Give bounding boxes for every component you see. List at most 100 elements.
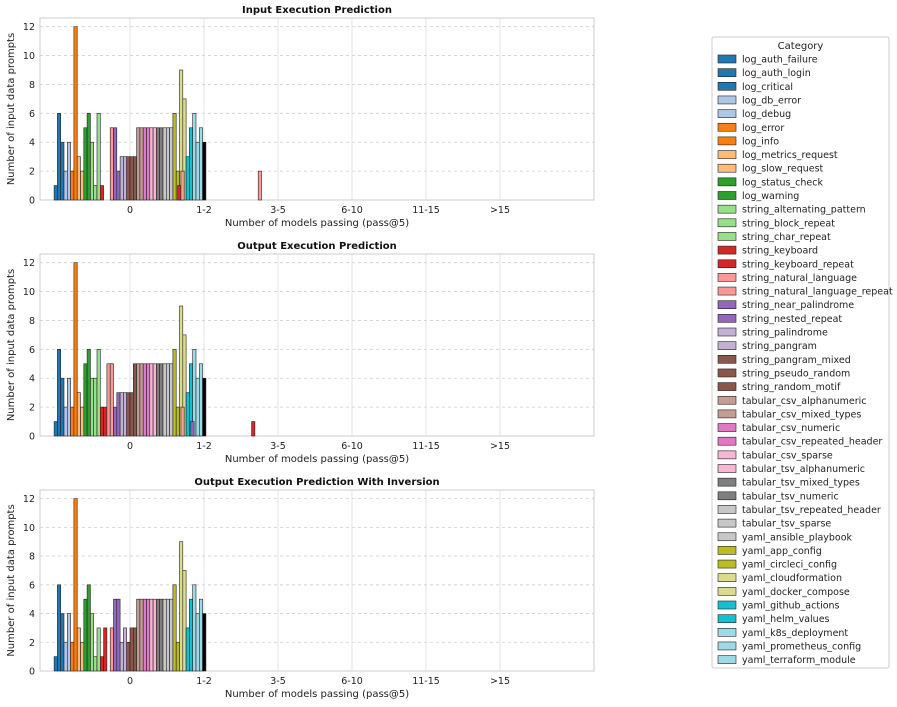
bar	[73, 498, 78, 672]
legend-swatch	[717, 191, 737, 200]
bar	[129, 392, 134, 437]
bar	[96, 627, 101, 672]
x-tick-label: >15	[490, 676, 510, 687]
bar	[109, 363, 114, 437]
x-tick-label: 6-10	[341, 441, 363, 452]
bar	[199, 363, 203, 437]
x-axis-label: Number of models passing (pass@5)	[225, 218, 409, 229]
bar	[185, 627, 190, 672]
legend-entry: string_block_repeat	[742, 218, 835, 229]
x-tick-label: 1-2	[196, 441, 212, 452]
y-tick-label: 6	[29, 580, 35, 591]
y-tick-label: 8	[29, 552, 35, 563]
bar	[159, 598, 164, 672]
legend-entry: string_alternating_pattern	[742, 205, 866, 216]
bar	[109, 127, 114, 201]
legend-swatch	[717, 232, 737, 241]
legend-swatch	[717, 559, 737, 569]
bar	[180, 406, 185, 437]
bar	[129, 627, 134, 672]
bar	[116, 598, 121, 672]
bar	[142, 363, 147, 437]
bar	[166, 598, 170, 672]
bar	[73, 262, 78, 437]
bar	[63, 641, 68, 672]
legend-entry: log_db_error	[742, 95, 801, 106]
legend-swatch	[717, 395, 737, 405]
legend-swatch	[717, 491, 737, 501]
bar	[126, 641, 131, 672]
legend-swatch	[717, 163, 737, 173]
bar	[146, 598, 151, 672]
legend-swatch	[717, 505, 737, 514]
legend-entry: log_slow_request	[742, 164, 824, 175]
legend-entry: tabular_tsv_repeated_header	[742, 505, 881, 516]
legend-swatch	[717, 68, 737, 77]
bar	[177, 185, 182, 201]
legend-entry: string_nested_repeat	[742, 314, 842, 325]
x-tick-label: 3-5	[270, 441, 286, 452]
bar	[76, 392, 81, 437]
bar	[119, 641, 124, 672]
bar	[63, 406, 68, 437]
bar	[57, 113, 62, 201]
bar	[136, 598, 141, 672]
legend-swatch	[717, 600, 737, 610]
legend-swatch	[717, 150, 737, 159]
bar	[152, 598, 157, 672]
x-tick-label: 0	[127, 441, 133, 452]
y-axis-label: Number of input data prompts	[6, 33, 17, 185]
y-axis-label: Number of input data prompts	[6, 269, 17, 421]
bar	[149, 363, 154, 437]
legend-entry: tabular_tsv_sparse	[742, 519, 831, 530]
bar	[136, 127, 141, 201]
legend-swatch	[717, 382, 737, 391]
bar	[123, 156, 128, 201]
legend-box	[711, 36, 890, 669]
legend-swatch	[717, 436, 737, 446]
legend-entry: yaml_ansible_playbook	[742, 532, 853, 543]
bar	[162, 127, 167, 201]
y-tick-label: 2	[29, 403, 35, 414]
legend-entry: string_pangram_mixed	[742, 355, 851, 366]
bar	[80, 170, 85, 201]
x-axis-label: Number of models passing (pass@5)	[225, 454, 409, 465]
bar	[195, 613, 200, 672]
legend-swatch	[717, 136, 737, 146]
legend-entry: yaml_app_config	[742, 546, 822, 557]
y-tick-label: 6	[29, 345, 35, 356]
legend-entry: yaml_helm_values	[742, 614, 830, 625]
legend-swatch	[717, 122, 737, 132]
legend-swatch	[717, 641, 737, 651]
chart-title: Output Execution Prediction	[237, 241, 396, 252]
x-tick-label: 0	[127, 676, 133, 687]
bar	[169, 598, 174, 672]
bar	[182, 570, 187, 672]
bar	[113, 127, 118, 201]
bar	[67, 141, 71, 201]
y-tick-label: 12	[23, 494, 35, 505]
bar	[195, 377, 200, 437]
legend-swatch	[717, 368, 737, 378]
x-tick-label: 11-15	[412, 441, 440, 452]
legend-entry: tabular_tsv_numeric	[742, 491, 839, 502]
bar	[156, 363, 160, 437]
bar	[185, 392, 190, 437]
y-tick-label: 4	[29, 609, 35, 620]
bar	[67, 613, 71, 672]
legend-swatch	[717, 614, 737, 623]
chart-panel-1: 0 2 4 6 8 10 12 0 1-2 3-5 6-10 11-15 >15 Input Execut…	[6, 5, 595, 229]
x-tick-label: 3-5	[270, 205, 286, 216]
legend-entry: log_critical	[742, 82, 793, 93]
y-tick-label: 10	[23, 523, 35, 534]
y-tick-label: 8	[29, 316, 35, 327]
bar	[199, 127, 203, 201]
legend-entry: log_warning	[742, 191, 799, 202]
legend-swatch	[717, 546, 737, 555]
bar	[202, 141, 207, 201]
bar	[159, 127, 164, 201]
legend-swatch	[717, 218, 737, 228]
chart-title: Output Execution Prediction With Inversi…	[194, 477, 439, 488]
y-tick-label: 0	[29, 196, 35, 207]
